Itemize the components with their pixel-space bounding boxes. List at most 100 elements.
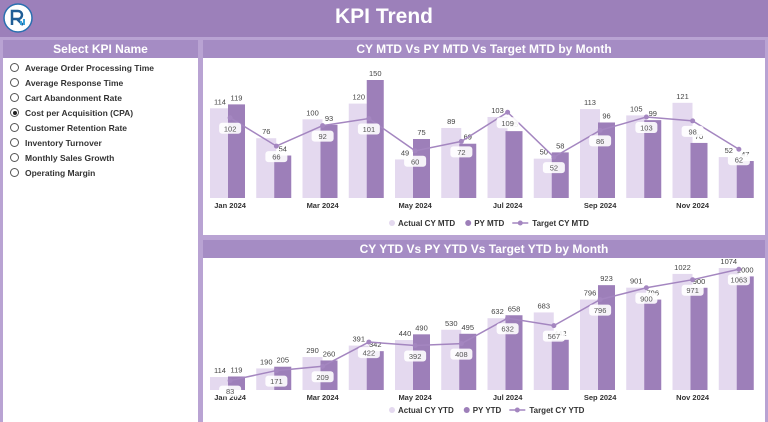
data-label: 103	[491, 106, 504, 115]
chart-title-bar	[203, 40, 765, 58]
label-box	[681, 284, 704, 296]
bar	[580, 109, 600, 198]
data-label: 683	[537, 301, 550, 310]
bar	[256, 138, 277, 198]
bar	[441, 329, 462, 390]
data-label: 99	[649, 109, 657, 118]
data-label: 900	[693, 277, 706, 286]
data-label: 62	[735, 156, 743, 165]
legend-label: Target CY YTD	[529, 406, 584, 415]
bar	[320, 124, 338, 198]
data-label: 103	[640, 123, 653, 132]
radio[interactable]	[10, 123, 19, 132]
data-label: 171	[270, 377, 283, 386]
bar	[348, 103, 369, 198]
data-label: 75	[417, 128, 425, 137]
line-marker	[551, 323, 557, 329]
legend-label: Actual CY YTD	[398, 406, 454, 415]
slicer-item-label[interactable]: Operating Margin	[25, 167, 96, 178]
bar	[598, 122, 615, 198]
radio[interactable]	[10, 63, 19, 72]
line-marker	[458, 341, 464, 347]
data-label: 209	[316, 373, 329, 382]
data-label: 83	[226, 387, 234, 396]
bar	[505, 131, 523, 198]
data-label: 102	[224, 124, 237, 133]
data-label: 109	[501, 119, 514, 128]
data-label: 49	[401, 148, 409, 157]
data-label: 1063	[731, 276, 748, 285]
slicer-item[interactable]: Monthly Sales Growth	[3, 150, 198, 165]
label-box	[681, 125, 704, 137]
bar	[736, 161, 754, 198]
chart-title: CY MTD Vs PY MTD Vs Target MTD by Month	[356, 42, 611, 56]
x-tick-label: Nov 2024	[676, 201, 710, 210]
slicer-item-label[interactable]: Monthly Sales Growth	[25, 152, 115, 163]
legend-marker	[517, 220, 523, 226]
data-label: 89	[447, 117, 455, 126]
slicer-list: Average Order Processing Time Average Res…	[3, 58, 198, 180]
data-label: 76	[262, 127, 270, 136]
radio[interactable]	[10, 138, 19, 147]
legend-label: Actual CY MTD	[398, 219, 455, 228]
slicer-item[interactable]: Inventory Turnover	[3, 135, 198, 150]
slicer-item-label[interactable]: Inventory Turnover	[25, 137, 102, 148]
label-box	[265, 151, 288, 163]
line-marker	[320, 363, 326, 369]
line-marker	[690, 118, 696, 124]
line-marker	[412, 148, 418, 154]
slicer-item[interactable]: Operating Margin	[3, 165, 198, 180]
data-label: 658	[508, 304, 521, 313]
radio[interactable]	[10, 168, 19, 177]
legend-marker	[514, 407, 520, 413]
legend-label: PY YTD	[473, 406, 502, 415]
line-marker	[643, 285, 649, 291]
slicer-item-label[interactable]: Cart Abandonment Rate	[25, 92, 122, 103]
slicer-item-label[interactable]: Cost per Acquisition (CPA)	[25, 107, 134, 118]
bar	[413, 139, 430, 198]
page-title: KPI Trend	[334, 5, 434, 28]
data-label: 796	[594, 306, 607, 315]
slicer-item[interactable]: Cost per Acquisition (CPA)	[3, 105, 198, 120]
bar	[718, 268, 739, 390]
bar	[644, 120, 662, 198]
data-label: 392	[409, 352, 422, 361]
label-box	[219, 385, 242, 397]
x-tick-label: Mar 2024	[307, 201, 340, 210]
radio[interactable]	[10, 153, 19, 162]
bar	[626, 287, 647, 390]
label-box	[727, 274, 750, 286]
bar	[366, 351, 384, 390]
line-marker	[505, 315, 511, 321]
data-label: 205	[276, 356, 289, 365]
data-label: 100	[306, 108, 319, 117]
line-marker	[227, 378, 233, 384]
slicer-item-label[interactable]: Customer Retention Rate	[25, 122, 128, 133]
data-label: 113	[584, 98, 596, 107]
radio[interactable]	[10, 108, 19, 117]
radio[interactable]	[10, 78, 19, 87]
data-label: 92	[318, 132, 326, 141]
line-marker	[643, 114, 649, 120]
data-label: 408	[455, 350, 468, 359]
slicer-item[interactable]: Customer Retention Rate	[3, 120, 198, 135]
data-label: 96	[602, 111, 610, 120]
line-marker	[551, 154, 557, 160]
slicer-item[interactable]: Average Response Time	[3, 75, 198, 90]
legend-marker	[465, 220, 472, 226]
label-box	[589, 304, 612, 316]
slicer-item-label[interactable]: Average Response Time	[25, 77, 124, 88]
slicer-item[interactable]: Average Order Processing Time	[3, 60, 198, 75]
slicer-title: Select KPI Name	[3, 40, 198, 58]
bar	[487, 318, 508, 390]
slicer-item-label[interactable]: Average Order Processing Time	[25, 62, 154, 73]
bar	[395, 340, 415, 390]
data-label: 150	[369, 69, 382, 78]
legend-marker	[389, 407, 395, 413]
radio[interactable]	[10, 93, 19, 102]
slicer-item[interactable]: Cart Abandonment Rate	[3, 90, 198, 105]
data-label: 86	[596, 137, 604, 146]
legend-label: Target CY MTD	[532, 219, 589, 228]
line-marker	[597, 297, 603, 303]
